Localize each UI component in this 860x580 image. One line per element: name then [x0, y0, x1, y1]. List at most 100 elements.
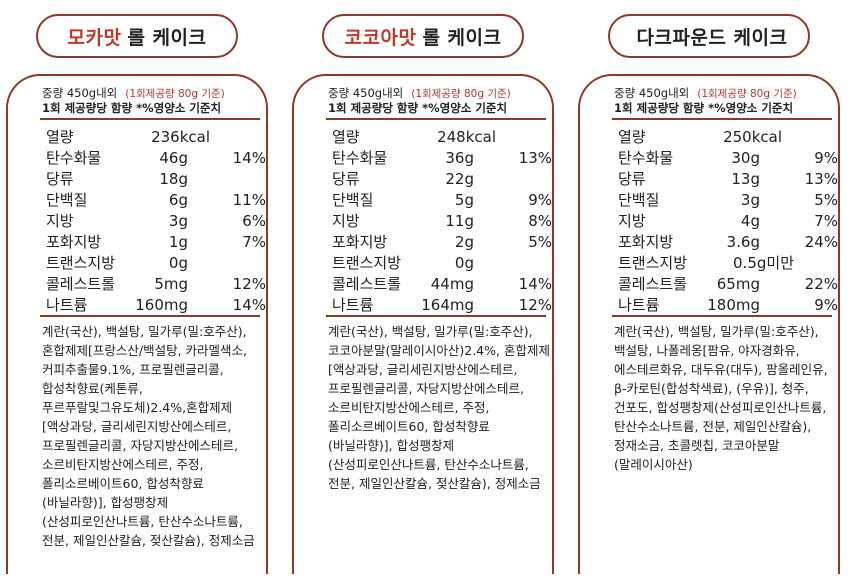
nutrient-amount: 6g	[168, 191, 188, 209]
nutrient-table: 열량 236kcal 탄수화물 46g 14% 당류 18g 단백질 6g 11% 지방 3g…	[46, 127, 266, 316]
nutrient-amount: 248kcal	[437, 128, 496, 146]
nutrient-amount: 3g	[740, 191, 760, 209]
nutrient-name: 열량	[46, 128, 74, 146]
ingredients-text: 계란(국산), 백설탕, 밀가루(밀:호주산), 혼합제제[프랑스산/백설탕, …	[42, 324, 255, 548]
serving-text: (1회제공량 80g 기준)	[697, 88, 797, 100]
nutrient-row: 트랜스지방 0g	[46, 253, 266, 274]
nutrient-amount: 2g	[454, 233, 474, 251]
nutrient-name: 나트륨	[618, 296, 660, 314]
nutrition-card	[578, 74, 840, 574]
nutrient-row: 열량 248kcal	[332, 127, 552, 148]
nutrient-name: 탄수화물	[618, 149, 674, 167]
nutrient-name: 트랜스지방	[332, 254, 402, 272]
nutrient-row: 나트륨 164mg 12%	[332, 295, 552, 316]
nutrient-row: 단백질 6g 11%	[46, 190, 266, 211]
nutrient-pct: 12%	[232, 275, 266, 293]
nutrient-amount: 44mg	[430, 275, 474, 293]
basis-text: 1회 제공량당 함량 *%영양소 기준치	[42, 101, 222, 115]
nutrient-pct: 9%	[814, 296, 838, 314]
product-title: 다크파운드 케이크	[608, 14, 810, 58]
nutrient-name: 포화지방	[46, 233, 102, 251]
nutrient-row: 열량 250kcal	[618, 127, 838, 148]
nutrient-pct: 11%	[232, 191, 266, 209]
basis-text: 1회 제공량당 함량 *%영양소 기준치	[614, 101, 794, 115]
nutrient-row: 나트륨 160mg 14%	[46, 295, 266, 316]
ingredients-text: 계란(국산), 백설탕, 밀가루(밀:호주산), 코코아분말(말레이시아산)2.…	[328, 324, 550, 491]
nutrient-amount: 22g	[445, 170, 474, 188]
product-title: 코코아맛 롤 케이크	[322, 14, 524, 58]
nutrient-pct: 9%	[528, 191, 552, 209]
title-rest: 롤 케이크	[127, 26, 207, 49]
nutrient-name: 당류	[332, 170, 360, 188]
divider-top	[612, 118, 832, 120]
divider-top	[326, 118, 546, 120]
nutrient-row: 콜레스트롤 44mg 14%	[332, 274, 552, 295]
nutrient-row: 포화지방 3.6g 24%	[618, 232, 838, 253]
nutrient-pct: 8%	[528, 212, 552, 230]
nutrient-name: 콜레스트롤	[46, 275, 116, 293]
nutrient-name: 열량	[618, 128, 646, 146]
nutrient-name: 탄수화물	[332, 149, 388, 167]
nutrient-pct: 13%	[518, 149, 552, 167]
nutrient-row: 지방 3g 6%	[46, 211, 266, 232]
nutrient-pct: 13%	[804, 170, 838, 188]
nutrient-pct: 6%	[242, 212, 266, 230]
nutrient-amount: 236kcal	[151, 128, 210, 146]
nutrient-amount: 164mg	[421, 296, 474, 314]
nutrition-card	[6, 74, 268, 574]
nutrient-name: 트랜스지방	[618, 254, 688, 272]
nutrition-meta: 중량 450g내외 (1회제공량 80g 기준) 1회 제공량당 함량 *%영양소…	[328, 86, 548, 115]
nutrient-row: 단백질 3g 5%	[618, 190, 838, 211]
nutrient-name: 트랜스지방	[46, 254, 116, 272]
nutrient-pct: 24%	[804, 233, 838, 251]
nutrient-row: 포화지방 2g 5%	[332, 232, 552, 253]
nutrient-pct: 9%	[814, 149, 838, 167]
nutrient-amount: 1g	[168, 233, 188, 251]
nutrient-row: 트랜스지방 0g	[332, 253, 552, 274]
nutrient-amount: 0.5g미만	[733, 254, 794, 272]
divider-bottom	[40, 315, 260, 317]
nutrient-amount: 46g	[159, 149, 188, 167]
nutrient-amount: 5g	[454, 191, 474, 209]
nutrient-pct: 5%	[528, 233, 552, 251]
nutrient-amount: 13g	[731, 170, 760, 188]
nutrient-name: 당류	[618, 170, 646, 188]
nutrient-row: 나트륨 180mg 9%	[618, 295, 838, 316]
nutrient-pct: 5%	[814, 191, 838, 209]
ingredients-text: 계란(국산), 백설탕, 밀가루(밀:호주산), 백설탕, 나폴레옹[팜유, 야…	[614, 324, 828, 472]
nutrient-table: 열량 248kcal 탄수화물 36g 13% 당류 22g 단백질 5g 9% 지방 11g…	[332, 127, 552, 316]
mocha-roll-cake-panel: 모카맛 롤 케이크 중량 450g내외 (1회제공량 80g 기준) 1회 제공량…	[6, 0, 268, 580]
nutrient-row: 콜레스트롤 65mg 22%	[618, 274, 838, 295]
nutrient-row: 열량 236kcal	[46, 127, 266, 148]
nutrient-row: 단백질 5g 9%	[332, 190, 552, 211]
nutrient-amount: 11g	[445, 212, 474, 230]
nutrition-card	[292, 74, 554, 574]
weight-text: 중량 450g내외	[42, 86, 118, 100]
nutrient-amount: 3.6g	[726, 233, 760, 251]
cocoa-roll-cake-panel: 코코아맛 롤 케이크 중량 450g내외 (1회제공량 80g 기준) 1회 제공…	[292, 0, 554, 580]
weight-text: 중량 450g내외	[328, 86, 404, 100]
divider-top	[40, 118, 260, 120]
dark-pound-cake-panel: 다크파운드 케이크 중량 450g내외 (1회제공량 80g 기준) 1회 제공량…	[578, 0, 840, 580]
nutrient-row: 지방 4g 7%	[618, 211, 838, 232]
weight-text: 중량 450g내외	[614, 86, 690, 100]
nutrient-amount: 0g	[454, 254, 474, 272]
divider-bottom	[326, 315, 546, 317]
title-rest: 롤 케이크	[422, 26, 502, 49]
divider-bottom	[612, 315, 832, 317]
nutrient-name: 나트륨	[332, 296, 374, 314]
nutrient-name: 단백질	[618, 191, 660, 209]
nutrient-table: 열량 250kcal 탄수화물 30g 9% 당류 13g 13% 단백질 3g 5% 지방 4…	[618, 127, 838, 316]
nutrient-row: 탄수화물 36g 13%	[332, 148, 552, 169]
nutrient-pct: 14%	[232, 149, 266, 167]
basis-text: 1회 제공량당 함량 *%영양소 기준치	[328, 101, 508, 115]
nutrient-name: 지방	[332, 212, 360, 230]
nutrient-row: 탄수화물 46g 14%	[46, 148, 266, 169]
nutrient-name: 포화지방	[618, 233, 674, 251]
nutrient-row: 당류 22g	[332, 169, 552, 190]
nutrient-pct: 22%	[804, 275, 838, 293]
nutrient-name: 나트륨	[46, 296, 88, 314]
nutrient-name: 탄수화물	[46, 149, 102, 167]
nutrient-row: 탄수화물 30g 9%	[618, 148, 838, 169]
title-rest: 다크파운드 케이크	[636, 26, 788, 49]
